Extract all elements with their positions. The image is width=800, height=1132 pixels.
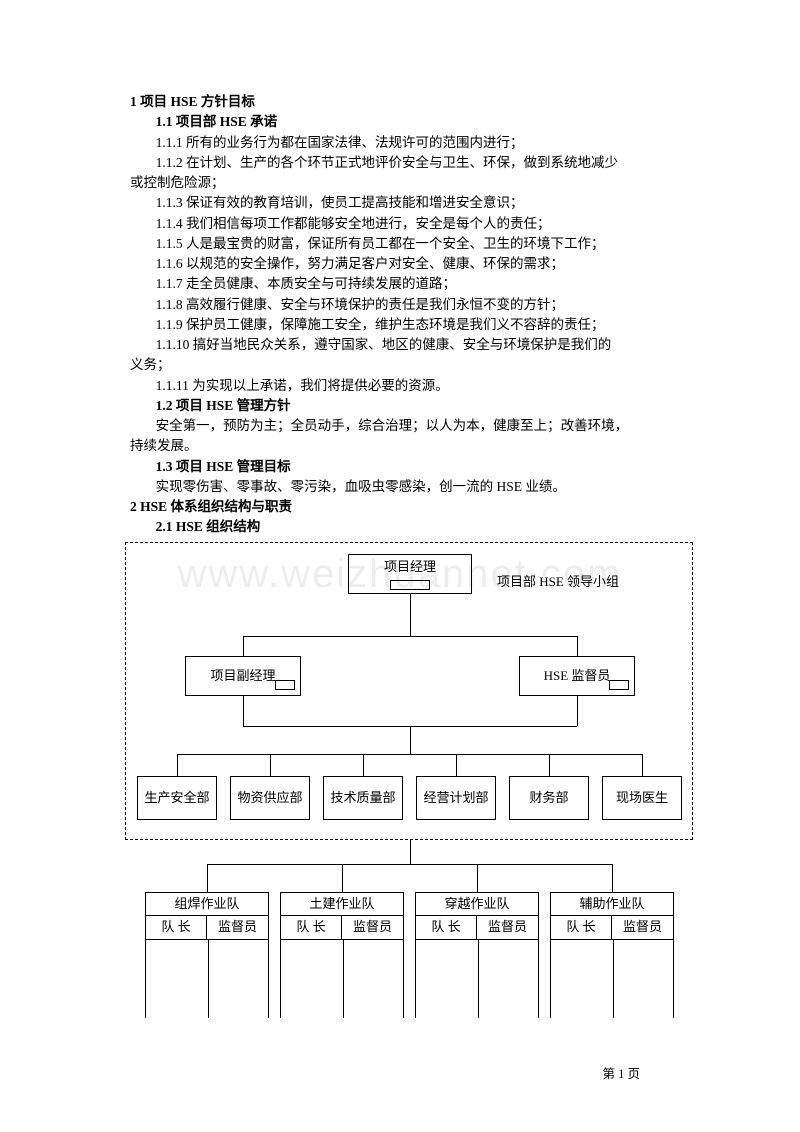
connector bbox=[243, 636, 244, 656]
role-3a: 队 长 bbox=[415, 916, 477, 940]
node-dept-4: 经营计划部 bbox=[416, 776, 496, 820]
connector bbox=[177, 754, 178, 776]
node-dept-1: 生产安全部 bbox=[137, 776, 217, 820]
mini-box bbox=[275, 680, 295, 690]
connector bbox=[477, 864, 478, 892]
connector bbox=[410, 594, 411, 636]
node-team-1: 组焊作业队 bbox=[145, 892, 269, 916]
section-1-2-body2: 持续发展。 bbox=[130, 436, 695, 456]
item-1-1-6: 1.1.6 以规范的安全操作，努力满足客户对安全、健康、环保的需求； bbox=[130, 254, 695, 274]
section-1-2-title: 1.2 项目 HSE 管理方针 bbox=[130, 396, 695, 416]
node-dept-2: 物资供应部 bbox=[230, 776, 310, 820]
section-1-3-body: 实现零伤害、零事故、零污染，血吸虫零感染，创一流的 HSE 业绩。 bbox=[130, 477, 695, 497]
section-2-title: 2 HSE 体系组织结构与职责 bbox=[130, 497, 695, 517]
role-3b: 监督员 bbox=[477, 916, 539, 940]
section-1-3-title: 1.3 项目 HSE 管理目标 bbox=[130, 457, 695, 477]
connector bbox=[549, 754, 550, 776]
page-footer: 第 1 页 bbox=[602, 1063, 640, 1082]
node-dept-3: 技术质量部 bbox=[323, 776, 403, 820]
group-label: 项目部 HSE 领导小组 bbox=[497, 572, 619, 592]
item-1-1-2b: 或控制危险源； bbox=[130, 173, 695, 193]
connector bbox=[342, 864, 343, 892]
open-cell bbox=[415, 940, 539, 1018]
node-hse-supervisor: HSE 监督员 bbox=[519, 656, 635, 696]
label-project-manager: 项目经理 bbox=[384, 557, 436, 577]
node-team-2: 土建作业队 bbox=[280, 892, 404, 916]
node-dept-6: 现场医生 bbox=[602, 776, 682, 820]
node-dept-5: 财务部 bbox=[509, 776, 589, 820]
item-1-1-1: 1.1.1 所有的业务行为都在国家法律、法规许可的范围内进行； bbox=[130, 133, 695, 153]
connector bbox=[207, 864, 613, 865]
connector bbox=[207, 864, 208, 892]
connector bbox=[363, 754, 364, 776]
connector bbox=[243, 696, 244, 726]
item-1-1-7: 1.1.7 走全员健康、本质安全与可持续发展的道路； bbox=[130, 274, 695, 294]
section-1-2-body: 安全第一，预防为主；全员动手，综合治理；以人为本，健康至上；改善环境， bbox=[130, 416, 695, 436]
connector bbox=[577, 636, 578, 656]
connector bbox=[270, 754, 271, 776]
item-1-1-8: 1.1.8 高效履行健康、安全与环境保护的责任是我们永恒不变的方针； bbox=[130, 295, 695, 315]
role-1b: 监督员 bbox=[207, 916, 269, 940]
connector bbox=[243, 636, 577, 637]
item-1-1-9: 1.1.9 保护员工健康，保障施工安全，维护生态环境是我们义不容辞的责任； bbox=[130, 315, 695, 335]
org-chart: 项目经理 项目部 HSE 领导小组 项目副经理 HSE 监督员 生产安全部 物资… bbox=[125, 542, 695, 1020]
connector bbox=[612, 864, 613, 892]
role-4a: 队 长 bbox=[550, 916, 612, 940]
node-team-3: 穿越作业队 bbox=[415, 892, 539, 916]
item-1-1-3: 1.1.3 保证有效的教育培训，使员工提高技能和增进安全意识； bbox=[130, 193, 695, 213]
item-1-1-4: 1.1.4 我们相信每项工作都能够安全地进行，安全是每个人的责任； bbox=[130, 214, 695, 234]
connector bbox=[642, 754, 643, 776]
item-1-1-2: 1.1.2 在计划、生产的各个环节正式地评价安全与卫生、环保，做到系统地减少 bbox=[130, 153, 695, 173]
connector bbox=[177, 754, 643, 755]
role-4b: 监督员 bbox=[612, 916, 674, 940]
section-1-1-title: 1.1 项目部 HSE 承诺 bbox=[130, 112, 695, 132]
item-1-1-10: 1.1.10 搞好当地民众关系，遵守国家、地区的健康、安全与环境保护是我们的 bbox=[130, 335, 695, 355]
node-project-manager: 项目经理 bbox=[348, 554, 472, 594]
connector bbox=[410, 840, 411, 864]
connector bbox=[410, 726, 411, 754]
open-cell bbox=[280, 940, 404, 1018]
role-1a: 队 长 bbox=[145, 916, 207, 940]
open-cell bbox=[145, 940, 269, 1018]
item-1-1-11: 1.1.11 为实现以上承诺，我们将提供必要的资源。 bbox=[130, 376, 695, 396]
connector bbox=[456, 754, 457, 776]
section-1-title: 1 项目 HSE 方针目标 bbox=[130, 92, 695, 112]
open-cell bbox=[550, 940, 674, 1018]
role-2a: 队 长 bbox=[280, 916, 342, 940]
role-2b: 监督员 bbox=[342, 916, 404, 940]
node-deputy-manager: 项目副经理 bbox=[185, 656, 301, 696]
mini-box bbox=[609, 680, 629, 690]
node-team-4: 辅助作业队 bbox=[550, 892, 674, 916]
mini-box bbox=[390, 580, 430, 590]
item-1-1-10b: 义务； bbox=[130, 355, 695, 375]
connector bbox=[577, 696, 578, 726]
section-2-1-title: 2.1 HSE 组织结构 bbox=[130, 517, 695, 537]
item-1-1-5: 1.1.5 人是最宝贵的财富，保证所有员工都在一个安全、卫生的环境下工作； bbox=[130, 234, 695, 254]
